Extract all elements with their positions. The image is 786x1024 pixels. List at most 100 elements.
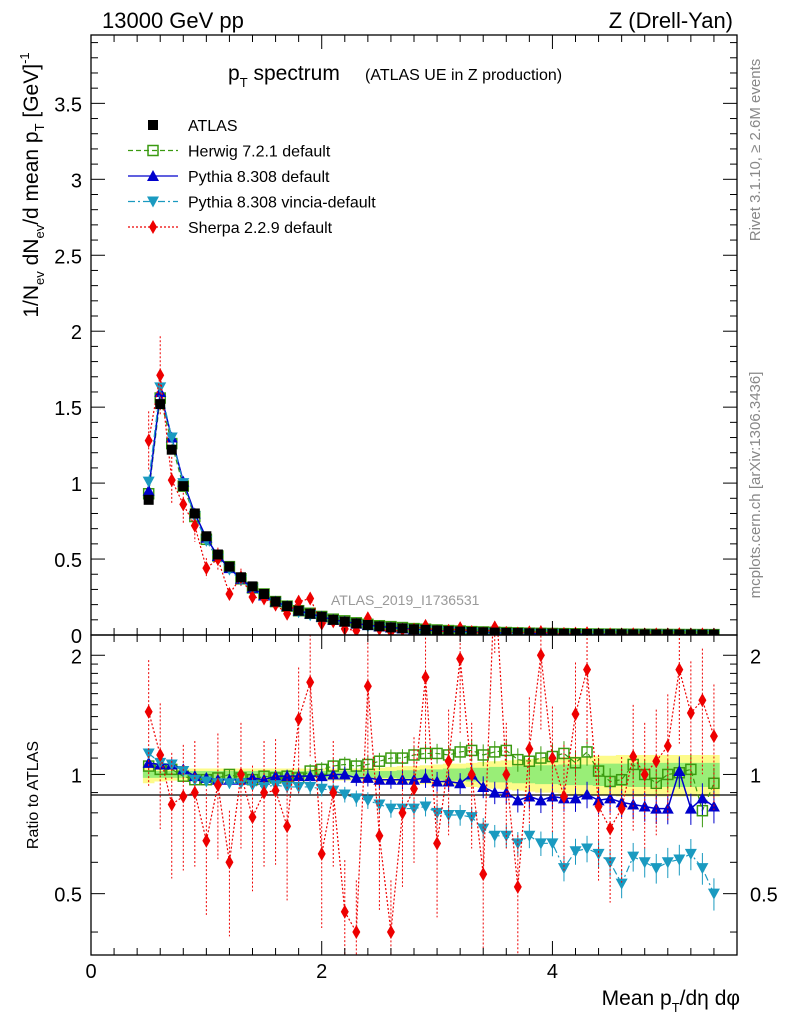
- main-point: [259, 588, 270, 599]
- main-point: [154, 382, 167, 394]
- ratio-point: [663, 738, 672, 753]
- ratio-point: [317, 846, 326, 861]
- ratio-point: [477, 749, 489, 761]
- main-point: [374, 621, 385, 632]
- ratio-point: [179, 789, 188, 804]
- legend-label: Pythia 8.308 default: [188, 169, 330, 186]
- ratio-point: [419, 771, 432, 783]
- ratio-y-tick-label-right: 0.5: [750, 885, 778, 907]
- ratio-point: [650, 802, 663, 814]
- main-point: [352, 623, 361, 635]
- ratio-point: [271, 783, 280, 798]
- main-point: [294, 594, 303, 609]
- plot-title: pT spectrum: [228, 62, 340, 90]
- ratio-point: [535, 752, 547, 764]
- ratio-point: [638, 800, 651, 812]
- main-y-tick-label: 3.5: [54, 94, 82, 116]
- ratio-point: [512, 753, 524, 766]
- ratio-point: [479, 867, 488, 882]
- ratio-point: [627, 851, 640, 863]
- main-y-tick-label: 0.5: [54, 550, 82, 572]
- ratio-point: [363, 679, 372, 694]
- legend-marker: [147, 144, 159, 157]
- ratio-point: [511, 794, 524, 806]
- main-point: [142, 476, 155, 488]
- ratio-point: [581, 843, 594, 855]
- header-energy-label: 13000 GeV pp: [102, 8, 244, 33]
- ratio-point: [592, 848, 605, 860]
- ratio-point: [294, 712, 303, 727]
- main-point: [224, 561, 235, 572]
- ratio-point: [534, 794, 547, 806]
- legend-label: Pythia 8.308 vincia-default: [188, 195, 376, 212]
- main-point: [142, 484, 155, 496]
- legend-marker: [147, 170, 159, 181]
- ratio-point: [684, 848, 697, 860]
- ratio-point: [686, 705, 695, 720]
- legend-entry-4: Sherpa 2.2.9 default: [128, 220, 333, 237]
- main-point: [144, 433, 153, 448]
- main-point: [179, 497, 188, 512]
- ratio-point: [419, 801, 432, 813]
- main-point: [293, 605, 304, 616]
- main-point: [212, 549, 223, 560]
- x-tick-label: 2: [316, 961, 327, 983]
- ratio-plot-series: [142, 635, 720, 955]
- ratio-y-tick-label-right: 1: [750, 765, 761, 787]
- main-point: [605, 629, 616, 635]
- ratio-point: [223, 778, 236, 790]
- main-point: [306, 591, 315, 606]
- ratio-point: [557, 863, 570, 875]
- main-point: [156, 368, 165, 383]
- ratio-point: [640, 767, 649, 782]
- plot-title-rest: spectrum: [248, 62, 340, 85]
- main-y-tick-label: 1.5: [54, 398, 82, 420]
- ratio-point: [292, 781, 305, 793]
- ratio-y-tick-label-right: 2: [750, 646, 761, 668]
- ratio-point: [581, 746, 593, 758]
- main-point: [270, 596, 281, 607]
- ratio-point: [408, 803, 420, 815]
- main-point: [397, 623, 408, 634]
- main-plot-series: [142, 336, 720, 635]
- ratio-point: [386, 925, 395, 940]
- ratio-point: [306, 675, 315, 690]
- ratio-point: [167, 797, 176, 812]
- main-y-tick-label: 3: [71, 170, 82, 192]
- ratio-point: [569, 846, 582, 858]
- main-point: [166, 444, 177, 455]
- main-point: [385, 622, 396, 633]
- analysis-id-label: ATLAS_2019_I1736531: [331, 592, 480, 608]
- main-y-tick-label: 2: [71, 322, 82, 344]
- ratio-point: [361, 771, 374, 783]
- ratio-series-line: [148, 752, 715, 894]
- main-point: [351, 618, 362, 629]
- legend-marker: [148, 120, 158, 130]
- ratio-point: [477, 823, 490, 835]
- main-y-axis-title: 1/Nev dNev/d mean pT [GeV]-1: [17, 52, 47, 317]
- ratio-point: [536, 648, 545, 663]
- plot-title-sub: T: [240, 75, 248, 90]
- ratio-y-tick-label: 0.5: [54, 885, 82, 907]
- ratio-point: [523, 790, 536, 802]
- ratio-point: [373, 755, 386, 767]
- ratio-point: [696, 792, 709, 804]
- x-tick-label: 0: [85, 961, 96, 983]
- legend-entry-0: ATLAS: [148, 118, 238, 135]
- ratio-point: [225, 855, 234, 870]
- legend-label: ATLAS: [188, 118, 238, 135]
- legend-entry-1: Herwig 7.2.1 default: [128, 144, 331, 161]
- ratio-point: [525, 741, 534, 756]
- ratio-point: [673, 765, 686, 777]
- legend-label: Herwig 7.2.1 default: [188, 144, 331, 161]
- ratio-point: [629, 749, 638, 764]
- ratio-point: [156, 747, 165, 762]
- main-point: [248, 590, 257, 605]
- main-y-tick-label: 2.5: [54, 246, 82, 268]
- ratio-point: [408, 773, 420, 785]
- ratio-point: [661, 857, 674, 869]
- main-point: [189, 508, 200, 519]
- ratio-point: [190, 785, 199, 800]
- ratio-point: [304, 770, 317, 782]
- ratio-point: [248, 810, 257, 825]
